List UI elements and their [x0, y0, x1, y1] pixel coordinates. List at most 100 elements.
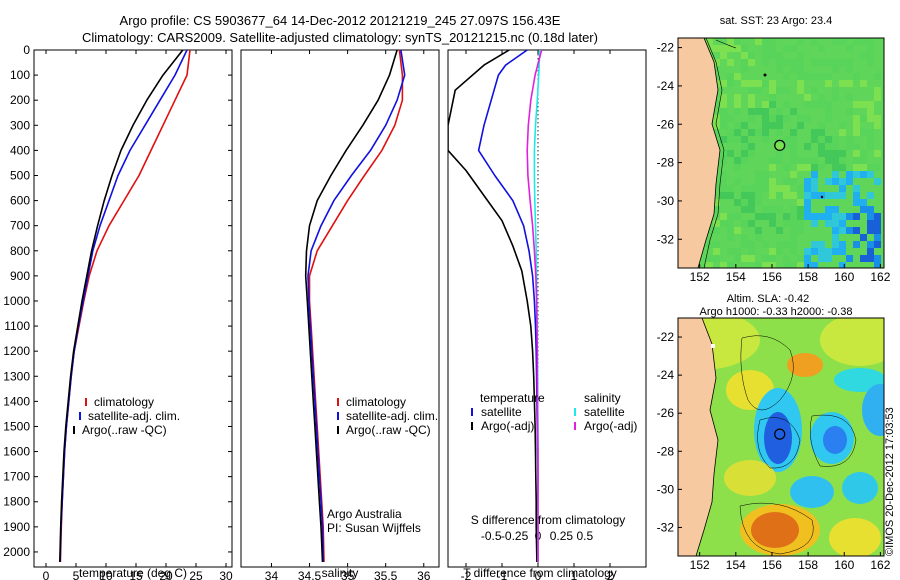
reef-dot-2: [820, 195, 824, 199]
sst-cell: [762, 178, 769, 185]
sst-cell: [734, 45, 741, 52]
depth-tick-label: 300: [10, 118, 30, 132]
sst-cell: [741, 136, 748, 143]
sst-cell: [713, 255, 720, 262]
difference-lines: [448, 50, 543, 563]
salinity-xlabel: salinity: [322, 566, 359, 580]
sst-cell: [811, 220, 818, 227]
sst-cell: [874, 94, 881, 101]
sst-cell: [839, 213, 846, 220]
sst-cell: [867, 255, 874, 262]
sst-cell: [846, 108, 853, 115]
sst-map-ticks: 152 154 156 158 160 162 -22 -24 -26 -28 -30 -32: [657, 41, 891, 284]
temperature-legend: climatology satellite-adj. clim. Argo(..…: [73, 395, 180, 437]
x-tick-label: 35.5: [374, 569, 398, 580]
x-tick-label: 0: [43, 569, 50, 580]
sst-cell: [867, 213, 874, 220]
sst-cell: [874, 227, 881, 234]
depth-tick-label: 1400: [3, 394, 30, 408]
sst-cell: [720, 262, 727, 268]
sst-cell: [825, 115, 832, 122]
sla-blob: [862, 384, 884, 436]
sst-cell: [860, 115, 867, 122]
sst-cell: [706, 262, 713, 268]
sst-map-frame: [677, 37, 885, 269]
x-tick-label: 35: [341, 569, 355, 580]
sst-cell: [783, 115, 790, 122]
imos-timestamp: ©IMOS 20-Dec-2012 17:03:53: [884, 407, 896, 556]
sst-cell: [776, 192, 783, 199]
sst-cell: [860, 164, 867, 171]
legend-title-salinity: salinity: [584, 391, 621, 405]
sst-cell: [818, 248, 825, 255]
sst-cell: [720, 192, 727, 199]
sst-cell: [811, 164, 818, 171]
sst-cell: [790, 220, 797, 227]
depth-tick-label: 1500: [3, 419, 30, 433]
depth-tick-label: 1700: [3, 470, 30, 484]
sst-cell: [727, 185, 734, 192]
sst-map-title: sat. SST: 23 Argo: 23.4: [720, 15, 833, 27]
bathymetry-contour: [703, 38, 725, 268]
sst-cell: [839, 80, 846, 87]
sst-cell: [713, 199, 720, 206]
legend-label-satellite-adj: satellite-adj. clim.: [346, 409, 438, 423]
sst-cell: [748, 185, 755, 192]
sst-cell: [867, 171, 874, 178]
sst-cell: [727, 227, 734, 234]
sst-cell: [741, 59, 748, 66]
sst-cell: [790, 59, 797, 66]
sst-cell: [797, 80, 804, 87]
sst-cell: [804, 94, 811, 101]
sst-cell: [839, 220, 846, 227]
sla-blob: [834, 368, 884, 392]
sst-cell: [811, 129, 818, 136]
x-tick-label: 15: [129, 569, 143, 580]
sst-cell: [804, 206, 811, 213]
sst-cell: [776, 157, 783, 164]
sst-cell: [706, 38, 713, 45]
sst-cell: [860, 38, 867, 45]
sst-cell: [867, 164, 874, 171]
sst-cell: [748, 129, 755, 136]
map-x-tick-label: 154: [726, 558, 746, 572]
sst-cell: [804, 115, 811, 122]
x-tick-label: 25: [189, 569, 203, 580]
sst-cell: [790, 136, 797, 143]
sst-cell: [853, 150, 860, 157]
sst-cell: [818, 136, 825, 143]
sst-cell: [776, 143, 783, 150]
sst-cell: [734, 199, 741, 206]
sst-cell: [853, 122, 860, 129]
map-x-tick-label: 156: [762, 558, 782, 572]
legend-label-t-satellite: satellite: [481, 405, 522, 419]
sst-cell: [776, 185, 783, 192]
sst-cell: [790, 192, 797, 199]
depth-tick-label: 1200: [3, 344, 30, 358]
salinity-axes-frame: [240, 49, 440, 568]
sst-cell: [874, 234, 881, 241]
sst-cell: [769, 255, 776, 262]
sst-cell: [846, 171, 853, 178]
sst-cell: [727, 136, 734, 143]
sst-cell: [839, 185, 846, 192]
sla-blob: [724, 460, 776, 496]
sst-cell: [734, 164, 741, 171]
sst-cell: [783, 136, 790, 143]
sst-cell: [769, 206, 776, 213]
depth-tick-label: 100: [10, 68, 30, 82]
sst-cell: [867, 101, 874, 108]
sst-cell: [713, 45, 720, 52]
annotation-argo-australia: Argo Australia: [327, 507, 402, 521]
depth-tick-label: 200: [10, 93, 30, 107]
sla-blob: [751, 512, 799, 548]
sst-cell: [755, 171, 762, 178]
temperature-lines: [59, 50, 191, 563]
sst-cell: [734, 213, 741, 220]
sst-cell: [853, 115, 860, 122]
sst-cell: [853, 143, 860, 150]
map-x-tick-label: 162: [870, 270, 890, 284]
x-tick-label: 1: [571, 569, 578, 580]
temperature-xlabel: temperature (deg C): [79, 566, 187, 580]
sla-contour: [740, 335, 794, 411]
